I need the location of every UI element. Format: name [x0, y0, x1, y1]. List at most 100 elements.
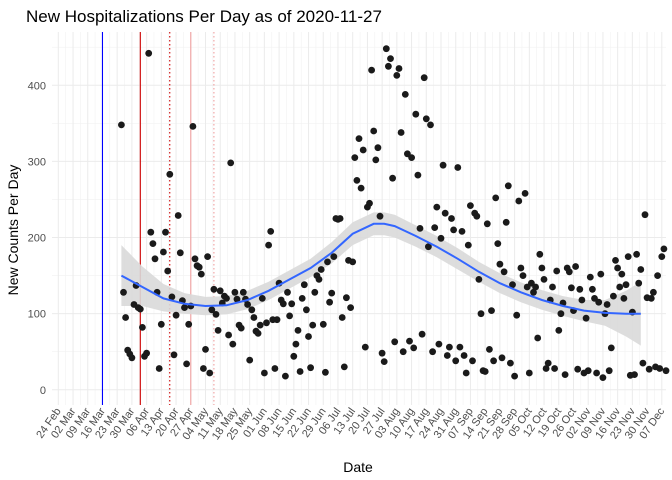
data-point [191, 255, 199, 263]
data-point [437, 234, 445, 242]
data-point [359, 146, 367, 154]
data-point [128, 354, 136, 362]
data-point [197, 270, 205, 278]
data-point [183, 360, 191, 368]
y-axis-title: New Counts Per Day [5, 165, 21, 296]
data-point [456, 343, 464, 351]
data-point [395, 65, 403, 72]
data-point [645, 365, 653, 373]
data-point [372, 156, 380, 164]
data-point [414, 171, 422, 179]
data-point [246, 356, 254, 364]
data-point [296, 368, 304, 375]
data-point [462, 369, 470, 377]
data-point [446, 343, 453, 351]
data-point [162, 228, 169, 236]
data-point [279, 300, 287, 308]
data-point [145, 49, 153, 57]
data-point [250, 314, 258, 321]
data-point [385, 62, 392, 70]
data-point [202, 346, 209, 353]
data-point [343, 294, 350, 302]
y-tick-label: 0 [40, 385, 46, 397]
data-point [122, 314, 129, 321]
data-point [584, 367, 592, 375]
data-point [206, 369, 214, 377]
data-point [637, 266, 645, 273]
data-point [544, 359, 552, 367]
data-point [311, 288, 319, 296]
data-point [284, 288, 291, 296]
data-point [324, 258, 331, 266]
data-point [549, 283, 556, 291]
smooth-line [120, 222, 641, 315]
data-point [147, 228, 155, 236]
data-point [317, 266, 325, 273]
data-point [635, 279, 643, 287]
data-point [347, 304, 354, 311]
data-point [490, 357, 497, 365]
data-point [498, 354, 506, 362]
data-point [380, 358, 388, 365]
data-point [195, 263, 203, 271]
data-point [599, 374, 607, 381]
data-point [431, 224, 439, 232]
data-point [616, 283, 624, 291]
data-point [401, 91, 409, 98]
data-point [574, 365, 582, 373]
data-point [263, 319, 270, 327]
data-point [443, 352, 451, 359]
data-point [416, 225, 424, 232]
data-point [639, 359, 647, 367]
data-point [425, 243, 432, 251]
data-point [136, 305, 144, 313]
data-point [292, 340, 300, 348]
data-point [624, 253, 632, 260]
data-point [355, 135, 363, 143]
data-point [427, 121, 434, 129]
data-point [151, 255, 159, 263]
data-point [477, 310, 485, 318]
data-point [641, 211, 649, 219]
data-point [298, 295, 306, 302]
data-point [582, 314, 590, 322]
data-point [256, 321, 264, 329]
data-point [568, 284, 575, 292]
data-point [513, 311, 521, 319]
data-point [515, 197, 523, 205]
data-point [654, 272, 661, 279]
data-point [607, 344, 615, 352]
data-point [149, 240, 157, 248]
data-point [303, 306, 310, 314]
data-point [223, 295, 230, 302]
data-point [155, 365, 163, 372]
data-point [614, 264, 621, 272]
data-point [225, 331, 233, 339]
data-point [389, 174, 396, 182]
data-point [374, 144, 382, 152]
data-point [244, 301, 252, 308]
data-point [525, 369, 533, 377]
data-point [294, 327, 302, 334]
data-point [538, 264, 546, 272]
data-point [595, 298, 603, 306]
data-point [366, 199, 373, 207]
data-point [336, 215, 344, 222]
y-tick-label: 400 [28, 80, 46, 92]
data-point [143, 349, 151, 357]
data-point [473, 212, 481, 220]
data-point [399, 348, 407, 356]
data-point [368, 66, 375, 74]
data-point [189, 123, 197, 130]
data-point [589, 285, 596, 293]
data-point [469, 357, 476, 365]
data-point [422, 115, 430, 123]
data-point [326, 298, 333, 306]
data-point [307, 364, 314, 372]
data-point [231, 288, 239, 296]
data-point [576, 285, 584, 293]
data-point [181, 304, 188, 311]
data-point [387, 55, 394, 62]
